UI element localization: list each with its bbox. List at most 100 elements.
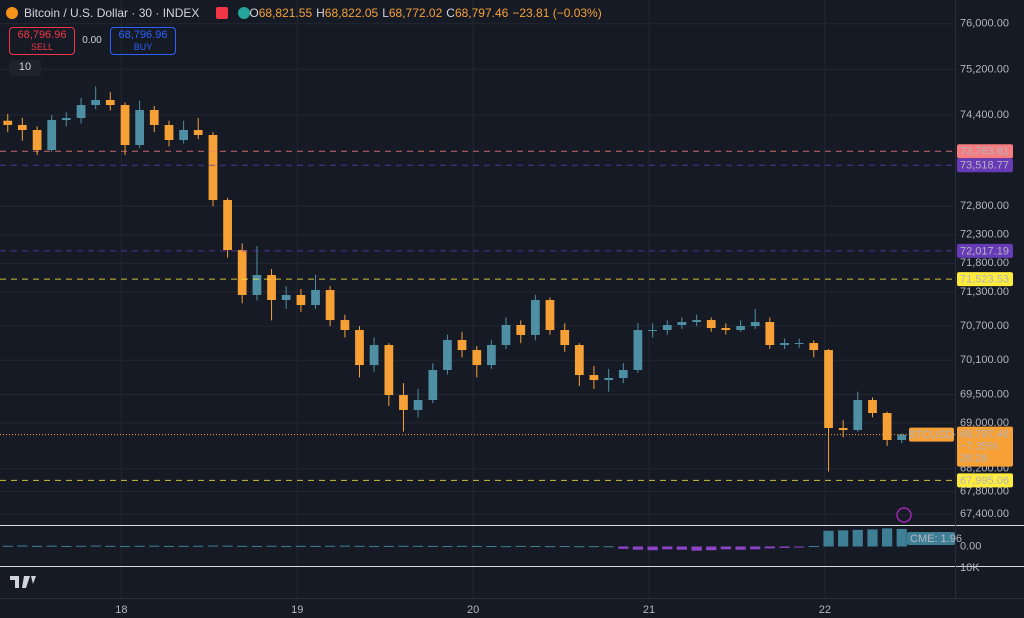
indicator-bar xyxy=(237,545,248,547)
x-tick-label: 19 xyxy=(291,604,303,616)
plot xyxy=(0,86,955,551)
indicator-bar xyxy=(134,545,145,547)
candle-body xyxy=(662,324,672,331)
candle-body xyxy=(809,343,819,351)
indicator-tag xyxy=(907,532,955,545)
candle-body xyxy=(457,339,467,351)
symbol-tag xyxy=(909,427,954,442)
indicator-bar xyxy=(794,546,805,548)
candle-body xyxy=(267,275,276,301)
indicator-bar xyxy=(808,546,819,548)
sell-label: SELL xyxy=(30,42,54,52)
market-status-icon[interactable] xyxy=(238,7,250,19)
candle-body xyxy=(560,330,570,346)
indicators-toggle[interactable]: 10 xyxy=(9,60,41,76)
indicator-bar xyxy=(412,545,424,547)
candle-body xyxy=(369,345,379,366)
volume-axis-label: 10K xyxy=(960,562,980,574)
indicator-bar xyxy=(90,545,101,547)
candle-body xyxy=(574,345,584,376)
candle-body xyxy=(443,339,452,371)
indicator-tick-label: 0.00 xyxy=(960,540,981,552)
candle-body xyxy=(530,300,540,335)
indicator-bar xyxy=(735,546,746,550)
flag-icon[interactable] xyxy=(216,7,228,19)
indicator-bar xyxy=(779,546,790,548)
indicator-bar xyxy=(325,545,336,547)
candle-body xyxy=(17,124,27,131)
indicator-bar xyxy=(383,545,394,547)
indicator-bar xyxy=(588,546,600,548)
y-tick-label: 67,800.00 xyxy=(960,485,1009,497)
indicator-bar xyxy=(266,545,277,547)
sell-price: 68,796.96 xyxy=(17,29,67,41)
ohlc-value: 68,822.05 xyxy=(325,6,379,20)
candle-body xyxy=(428,370,438,401)
candle-body xyxy=(252,275,262,295)
indicator-bar xyxy=(647,546,658,551)
symbol-label: BTCUSD xyxy=(908,429,953,441)
indicator-bar xyxy=(75,545,87,547)
candle-body xyxy=(61,118,71,121)
buy-button[interactable]: 68,796.96 BUY xyxy=(110,27,176,55)
candle-body xyxy=(765,322,775,346)
candle-body xyxy=(32,130,42,151)
indicator-bar xyxy=(32,545,43,547)
indicator-bar xyxy=(691,546,702,551)
spread: 0.00 xyxy=(82,35,102,46)
indicator-bar xyxy=(222,545,233,547)
indicator-bar xyxy=(427,545,438,547)
candle-body xyxy=(853,400,863,431)
event-icon[interactable] xyxy=(896,507,912,523)
candle-body xyxy=(721,328,731,331)
candle-body xyxy=(149,109,159,125)
candle-body xyxy=(179,130,188,140)
candle-body xyxy=(193,130,203,135)
indicator-bar xyxy=(574,546,585,548)
candle-body xyxy=(355,330,364,366)
candle-body xyxy=(296,294,306,306)
indicator-bar xyxy=(295,545,307,547)
candle-body xyxy=(633,330,643,371)
y-tick-label: 76,000.00 xyxy=(960,18,1009,30)
indicator-bar xyxy=(632,546,644,550)
header: Bitcoin / U.S. Dollar · 30 · INDEX O68,82… xyxy=(24,6,602,20)
last-price-change: −7.35% xyxy=(960,441,998,453)
indicator-bar xyxy=(339,545,350,547)
x-tick-label: 18 xyxy=(115,604,127,616)
indicator-bar xyxy=(398,545,409,547)
bar-countdown: 26:26 xyxy=(960,453,988,465)
indicator-bar xyxy=(559,546,570,548)
indicator-bar xyxy=(46,545,57,547)
candle-body xyxy=(223,200,232,251)
y-tick-label: 71,800.00 xyxy=(960,257,1009,269)
indicator-bar xyxy=(852,529,863,547)
indicator-bar xyxy=(442,546,453,548)
indicator-bar xyxy=(486,546,497,548)
price-line-label: 72,017.19 xyxy=(960,245,1009,257)
indicator-bar xyxy=(500,546,512,548)
indicator-bar xyxy=(310,545,321,547)
candle-body xyxy=(589,375,599,381)
y-tick-label: 67,400.00 xyxy=(960,508,1009,520)
candle-body xyxy=(3,120,13,125)
tv-logo xyxy=(9,575,37,589)
candle-body xyxy=(472,350,482,366)
candle-body xyxy=(399,395,408,410)
y-tick-label: 69,500.00 xyxy=(960,388,1009,400)
y-tick-label: 69,000.00 xyxy=(960,417,1009,429)
candle-body xyxy=(311,290,320,306)
buy-label: BUY xyxy=(133,42,153,52)
candle-body xyxy=(824,350,833,429)
candle-body xyxy=(47,120,57,151)
indicator-bar xyxy=(471,545,482,547)
grid xyxy=(0,0,955,598)
sell-button[interactable]: 68,796.96 SELL xyxy=(9,27,75,55)
indicator-bar xyxy=(456,545,468,547)
candle-body xyxy=(105,100,115,106)
indicator-bar xyxy=(676,546,687,550)
price-line-tag xyxy=(957,243,1013,258)
y-tick-label: 75,200.00 xyxy=(960,63,1009,75)
